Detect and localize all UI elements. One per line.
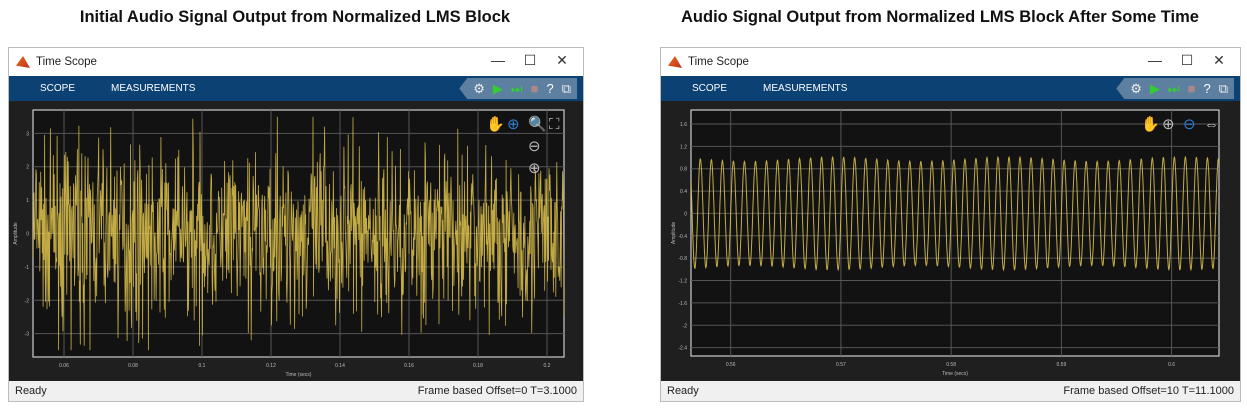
y-tick-label: 0.8 — [680, 167, 687, 173]
y-tick-label: -1 — [25, 265, 30, 271]
pan-icon[interactable]: ✋ — [486, 115, 505, 133]
zoom-in-icon[interactable]: ⊕ — [528, 160, 541, 177]
close-button[interactable]: ✕ — [556, 52, 568, 68]
scope-toolbar: ⚙ ▶ ⏭ ■? ⧉ — [1116, 78, 1234, 99]
matlab-logo-icon — [16, 56, 30, 68]
x-tick-label: 0.57 — [836, 362, 846, 368]
y-tick-label: -2 — [25, 298, 30, 304]
y-tick-label: -1.2 — [678, 279, 687, 285]
x-tick-label: 0.2 — [544, 363, 551, 369]
status-info: Frame based Offset=10 T=11.1000 — [1063, 385, 1234, 397]
x-tick-label: 0.16 — [404, 363, 414, 369]
tab-scope[interactable]: SCOPE — [692, 83, 728, 94]
x-axis-label: Time (secs) — [942, 371, 968, 377]
y-tick-label: -2.4 — [678, 346, 687, 352]
fit-icon[interactable]: ⛶ — [549, 116, 560, 133]
y-tick-label: 1 — [26, 198, 29, 204]
x-tick-label: 0.1 — [199, 363, 206, 369]
stop-icon[interactable]: ■ — [530, 81, 539, 96]
maximize-button[interactable]: ☐ — [523, 52, 537, 68]
x-tick-label: 0.56 — [726, 362, 736, 368]
title-bar: Time Scope — ☐ ✕ — [661, 48, 1240, 76]
title-bar: Time Scope — ☐ ✕ — [9, 48, 583, 76]
plot-area[interactable]: 3 2 1 0 -1 -2 -3 0.06 0.08 0.1 0.12 0.14 0.16 0.18 0.2… — [9, 101, 585, 383]
maximize-button[interactable]: ☐ — [1180, 52, 1194, 68]
run-icon[interactable]: ▶ — [1149, 80, 1160, 96]
y-tick-label: 0 — [26, 232, 29, 238]
undock-icon[interactable]: ⧉ — [561, 80, 571, 96]
zoom-x-icon[interactable]: ⊕ — [507, 116, 520, 133]
tab-measurements[interactable]: MEASUREMENTS — [111, 83, 196, 94]
x-tick-label: 0.12 — [266, 363, 276, 369]
status-ready: Ready — [667, 385, 699, 397]
y-tick-label: -2 — [683, 323, 688, 329]
x-tick-label: 0.06 — [59, 363, 69, 369]
window-title: Time Scope — [688, 56, 749, 68]
zoom-out-icon[interactable]: ⊖ — [528, 138, 541, 155]
fit-icon[interactable]: ⇔ — [1204, 116, 1219, 133]
tab-measurements[interactable]: MEASUREMENTS — [763, 83, 848, 94]
y-axis-label: Amplitude — [13, 222, 19, 244]
step-forward-icon[interactable]: ⏭ — [510, 80, 523, 96]
x-tick-label: 0.08 — [128, 363, 138, 369]
settings-icon[interactable]: ⚙ — [473, 80, 485, 96]
y-tick-label: 0.4 — [680, 189, 687, 195]
undock-icon[interactable]: ⧉ — [1218, 80, 1228, 96]
settings-icon[interactable]: ⚙ — [1130, 80, 1142, 96]
y-tick-label: -0.4 — [678, 234, 687, 240]
zoom-out-icon[interactable]: ⊖ — [1183, 116, 1196, 133]
y-tick-label: 1.2 — [680, 144, 687, 150]
tab-scope[interactable]: SCOPE — [40, 83, 76, 94]
y-tick-label: 1.6 — [680, 122, 687, 128]
zoom-x-icon[interactable]: ⊕ — [1162, 116, 1175, 133]
pan-icon[interactable]: ✋ — [1141, 115, 1160, 133]
status-info: Frame based Offset=0 T=3.1000 — [417, 385, 577, 397]
y-tick-label: -3 — [25, 332, 30, 338]
caption-right: Audio Signal Output from Normalized LMS … — [681, 8, 1199, 26]
x-tick-label: 0.14 — [335, 363, 345, 369]
time-scope-window-later: Time Scope — ☐ ✕ SCOPE MEASUREMENTS ⚙ ▶ ⏭ ■… — [660, 47, 1241, 402]
axes-frame — [690, 109, 1220, 357]
status-bar: Ready Frame based Offset=0 T=3.1000 — [9, 381, 583, 401]
y-tick-label: 2 — [26, 165, 29, 171]
help-icon[interactable]: ? — [1203, 81, 1211, 96]
status-ready: Ready — [15, 385, 47, 397]
scope-toolbar: ⚙ ▶ ⏭ ■? ⧉ — [459, 78, 577, 99]
signal-trace — [32, 116, 565, 351]
help-icon[interactable]: ? — [546, 81, 554, 96]
y-tick-label: -1.6 — [678, 301, 687, 307]
ribbon: SCOPE MEASUREMENTS ⚙ ▶ ⏭ ■? ⧉ — [9, 76, 583, 101]
minimize-button[interactable]: — — [491, 52, 505, 68]
window-title: Time Scope — [36, 56, 97, 68]
stop-icon[interactable]: ■ — [1187, 81, 1196, 96]
minimize-button[interactable]: — — [1148, 52, 1162, 68]
signal-trace — [690, 155, 1220, 272]
time-scope-window-initial: Time Scope — ☐ ✕ SCOPE MEASUREMENTS ⚙ ▶ ⏭ ■… — [8, 47, 584, 402]
y-tick-label: 3 — [26, 131, 29, 137]
step-forward-icon[interactable]: ⏭ — [1167, 80, 1180, 96]
x-tick-label: 0.18 — [473, 363, 483, 369]
y-tick-label: 0 — [684, 211, 687, 217]
matlab-logo-icon — [668, 56, 682, 68]
run-icon[interactable]: ▶ — [492, 80, 503, 96]
x-tick-label: 0.58 — [946, 362, 956, 368]
status-bar: Ready Frame based Offset=10 T=11.1000 — [661, 381, 1240, 401]
zoom-y-icon[interactable]: 🔍 — [528, 114, 547, 133]
x-tick-label: 0.59 — [1057, 362, 1067, 368]
plot-area[interactable]: 1.6 1.2 0.8 0.4 0 -0.4 -0.8 -1.2 -1.6 -2 -2.4 0.56 0… — [661, 101, 1242, 383]
close-button[interactable]: ✕ — [1213, 52, 1225, 68]
y-tick-label: -0.8 — [678, 256, 687, 262]
y-axis-label: Amplitude — [671, 222, 677, 244]
x-tick-label: 0.6 — [1168, 362, 1175, 368]
x-axis-label: Time (secs) — [286, 372, 312, 378]
caption-left: Initial Audio Signal Output from Normali… — [79, 8, 511, 26]
ribbon: SCOPE MEASUREMENTS ⚙ ▶ ⏭ ■? ⧉ — [661, 76, 1240, 101]
